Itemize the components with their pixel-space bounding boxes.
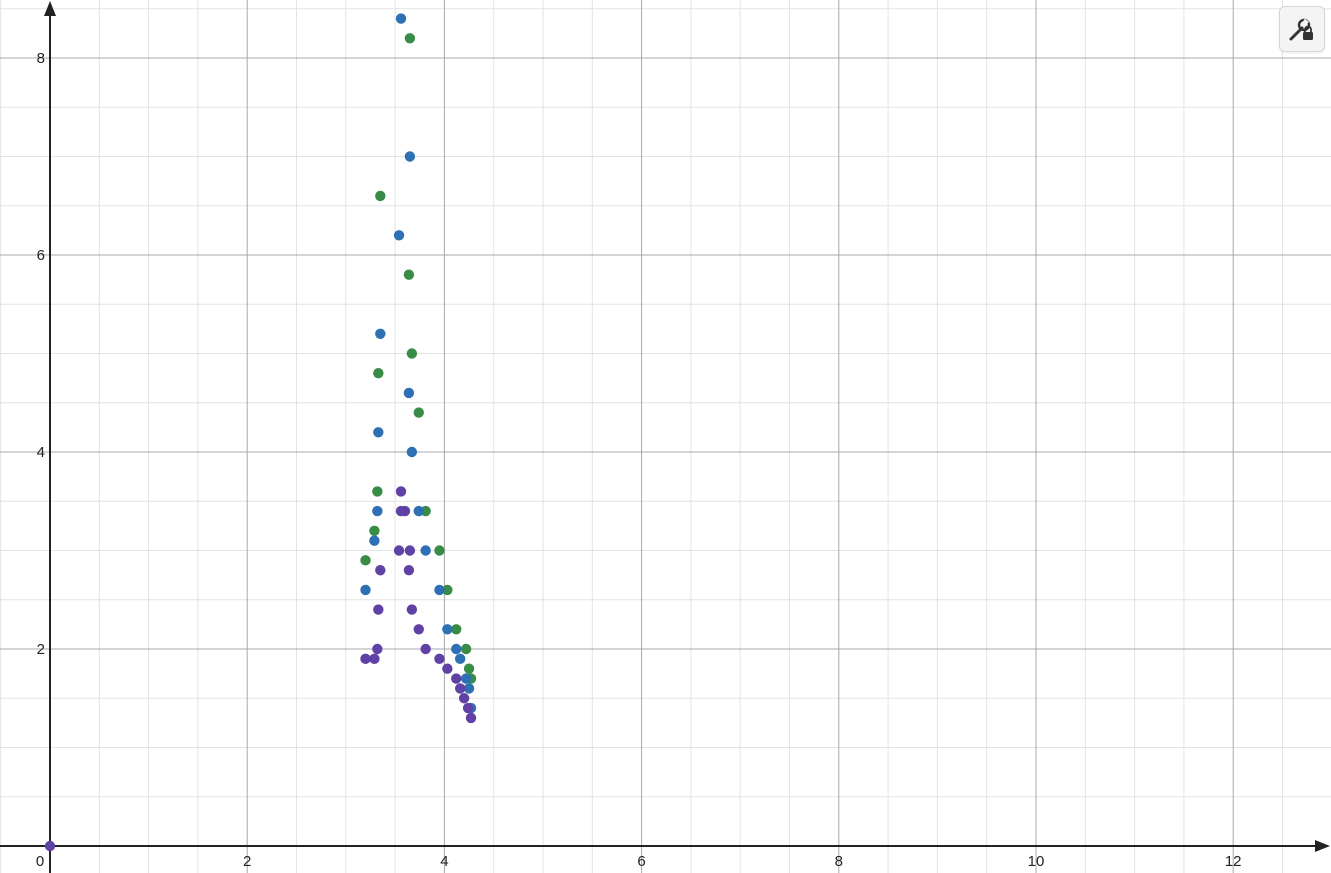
x-tick-label: 4 <box>440 853 448 870</box>
scatter-point[interactable] <box>460 643 472 655</box>
x-tick-label: 6 <box>637 853 645 870</box>
scatter-point[interactable] <box>360 653 371 665</box>
wrench-lock-icon <box>1289 18 1313 41</box>
scatter-point[interactable] <box>454 653 466 665</box>
x-tick-label: 8 <box>835 853 843 870</box>
scatter-point[interactable] <box>451 643 462 655</box>
scatter-point[interactable] <box>420 643 431 655</box>
scatter-point[interactable] <box>454 683 466 694</box>
scatter-point[interactable] <box>403 387 415 399</box>
y-tick-label: 8 <box>37 50 45 67</box>
scatter-point[interactable] <box>369 653 380 665</box>
scatter-point[interactable] <box>375 565 386 576</box>
scatter-point[interactable] <box>372 643 383 655</box>
y-tick-label: 6 <box>37 247 45 264</box>
x-axis-arrow <box>1315 840 1330 852</box>
scatter-point[interactable] <box>375 190 386 202</box>
scatter-point[interactable] <box>373 604 384 615</box>
scatter-point[interactable] <box>372 486 383 497</box>
scatter-point[interactable] <box>395 486 407 497</box>
tick-labels: 0 2 4 6 8 10 12 2 4 6 8 <box>36 50 1242 870</box>
scatter-point[interactable] <box>393 545 405 556</box>
scatter-point[interactable] <box>413 407 424 418</box>
y-tick-label: 4 <box>37 444 45 461</box>
scatter-point[interactable] <box>369 525 380 536</box>
scatter-point[interactable] <box>360 584 371 596</box>
scatter-point[interactable] <box>404 545 416 556</box>
scatter-point[interactable] <box>420 545 431 556</box>
scatter-point[interactable] <box>395 13 407 24</box>
x-tick-label: 2 <box>243 853 251 870</box>
scatter-point[interactable] <box>434 545 445 556</box>
scatter-point[interactable] <box>451 673 462 684</box>
x-tick-label: 12 <box>1225 853 1242 870</box>
scatter-point[interactable] <box>399 505 411 517</box>
scatter-point[interactable] <box>373 427 384 438</box>
scatter-point[interactable] <box>460 673 472 684</box>
scatter-point[interactable] <box>442 663 453 674</box>
data-points <box>44 13 477 852</box>
graph-settings-button[interactable] <box>1279 6 1325 52</box>
scatter-point[interactable] <box>442 584 453 596</box>
scatter-point[interactable] <box>463 663 475 674</box>
scatter-point[interactable] <box>413 505 424 517</box>
scatter-point[interactable] <box>465 712 477 724</box>
scatter-point[interactable] <box>373 368 384 379</box>
x-tick-label: 0 <box>36 853 44 870</box>
scatter-point[interactable] <box>406 604 418 615</box>
scatter-point[interactable] <box>434 584 445 596</box>
scatter-point[interactable] <box>403 565 415 576</box>
scatter-point[interactable] <box>463 683 475 694</box>
y-tick-label: 2 <box>37 641 45 658</box>
scatter-point[interactable] <box>413 624 424 635</box>
scatter-point[interactable] <box>372 505 383 517</box>
scatter-point[interactable] <box>403 269 415 280</box>
scatter-point[interactable] <box>404 33 416 44</box>
scatter-point[interactable] <box>393 230 405 241</box>
origin-point[interactable] <box>44 840 56 852</box>
scatter-point[interactable] <box>360 555 371 566</box>
scatter-point[interactable] <box>434 653 445 665</box>
scatter-point[interactable] <box>462 702 474 714</box>
y-axis-arrow <box>44 1 56 16</box>
scatter-point[interactable] <box>369 535 380 546</box>
scatter-point[interactable] <box>404 151 416 162</box>
scatter-point[interactable] <box>442 624 453 635</box>
scatter-point[interactable] <box>458 693 470 704</box>
scatter-point[interactable] <box>406 446 418 458</box>
scatter-point[interactable] <box>375 328 386 339</box>
scatter-point[interactable] <box>406 348 418 359</box>
x-tick-label: 10 <box>1028 853 1045 870</box>
scatter-point[interactable] <box>451 624 462 635</box>
